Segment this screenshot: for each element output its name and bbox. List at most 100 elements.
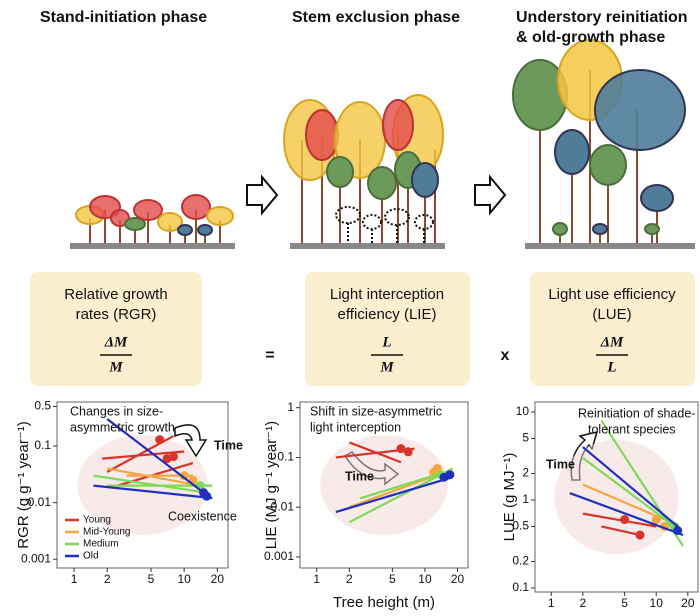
- annotation: Coexistence: [168, 509, 237, 523]
- old-growth-illustration: [512, 39, 695, 249]
- numerator: ΔM: [600, 334, 624, 350]
- legend-label: Young: [83, 515, 111, 526]
- x-tick-label: 2: [104, 572, 111, 586]
- x-tick-label: 20: [451, 572, 465, 586]
- y-tick-label: 2: [522, 466, 529, 480]
- regression-line: [335, 476, 453, 514]
- box-label: (LUE): [592, 306, 631, 323]
- x-tick-label: 1: [71, 572, 78, 586]
- y-tick-label: 0.01: [271, 499, 295, 513]
- x-tick-label: 10: [418, 572, 432, 586]
- x-tick-label: 5: [389, 572, 396, 586]
- x-tick-label: 10: [650, 596, 664, 610]
- regression-line: [106, 418, 205, 494]
- regression-line: [93, 474, 207, 494]
- background-cloud: [320, 435, 448, 535]
- data-point: [396, 444, 406, 454]
- data-point: [445, 470, 455, 480]
- legend-label: Mid-Young: [83, 527, 130, 538]
- legend-label: Old: [83, 551, 99, 562]
- denominator: L: [606, 359, 616, 375]
- operator: x: [501, 347, 510, 364]
- x-tick-label: 1: [313, 572, 320, 586]
- data-point: [202, 491, 212, 501]
- y-tick-label: 0.1: [512, 580, 529, 594]
- phase-title: & old-growth phase: [516, 29, 665, 46]
- denominator: M: [379, 359, 394, 375]
- annotation: asymmetric growth: [70, 420, 175, 434]
- x-tick-label: 20: [681, 596, 695, 610]
- x-tick-label: 10: [177, 572, 191, 586]
- plot-frame: [56, 401, 229, 569]
- y-axis-label: LUE (g MJ⁻¹): [501, 453, 518, 542]
- box-label: efficiency (LIE): [338, 306, 437, 323]
- box-label: Relative growth: [64, 286, 167, 303]
- equation-box: [305, 272, 470, 386]
- phase-title: Stem exclusion phase: [292, 9, 460, 26]
- time-arrow: [174, 424, 208, 458]
- data-point: [179, 471, 189, 481]
- y-tick-label: 0.2: [512, 554, 529, 568]
- phase-title: Stand-initiation phase: [40, 9, 207, 26]
- y-tick-label: 0.001: [21, 551, 51, 565]
- box-label: Light use efficiency: [548, 286, 676, 303]
- data-point: [673, 526, 683, 536]
- data-point: [403, 447, 413, 457]
- y-tick-label: 0.01: [28, 495, 52, 509]
- regression-line: [107, 467, 201, 487]
- plot-frame: [534, 401, 699, 593]
- regression-line: [569, 492, 684, 537]
- regression-line: [600, 419, 684, 547]
- y-tick-label: 0.5: [34, 399, 51, 413]
- numerator: L: [381, 334, 391, 350]
- box-label: rates (RGR): [76, 306, 157, 323]
- x-tick-label: 2: [580, 596, 587, 610]
- stand-initiation-illustration: [70, 194, 235, 249]
- data-point: [155, 435, 165, 445]
- y-axis-label: RGR (g g⁻¹ year⁻¹): [15, 421, 32, 549]
- regression-line: [582, 512, 657, 528]
- annotation: Time: [546, 457, 575, 471]
- regression-line: [582, 457, 676, 528]
- annotation: Changes in size-: [70, 404, 163, 418]
- regression-line: [348, 467, 454, 524]
- data-point: [169, 452, 179, 462]
- y-tick-label: 0.5: [512, 519, 529, 533]
- regression-line: [582, 446, 679, 528]
- y-axis-label: LIE (MJ g⁻¹ year⁻¹): [263, 421, 280, 549]
- y-tick-label: 0.1: [277, 450, 294, 464]
- legend-label: Medium: [83, 539, 119, 550]
- data-point: [651, 515, 661, 525]
- regression-line: [582, 483, 665, 521]
- y-tick-label: 0.1: [34, 438, 51, 452]
- annotation: Time: [214, 438, 243, 452]
- y-tick-label: 1: [287, 400, 294, 414]
- numerator: ΔM: [104, 334, 128, 350]
- x-tick-label: 1: [548, 596, 555, 610]
- annotation: light interception: [310, 420, 401, 434]
- y-tick-label: 1: [522, 492, 529, 506]
- regression-line: [359, 471, 445, 500]
- annotation: tolerant species: [588, 422, 676, 436]
- x-tick-label: 5: [621, 596, 628, 610]
- operator: =: [265, 347, 274, 364]
- x-tick-label: 2: [346, 572, 353, 586]
- annotation: Shift in size-asymmetric: [310, 404, 442, 418]
- phase-title: Understory reinitiation: [516, 9, 688, 26]
- phase-arrow: [246, 174, 279, 216]
- y-tick-label: 5: [522, 431, 529, 445]
- data-point: [635, 530, 645, 540]
- x-axis-label: Tree height (m): [333, 594, 435, 611]
- annotation: Time: [345, 469, 374, 483]
- data-point: [620, 515, 630, 525]
- regression-line: [93, 484, 213, 500]
- x-tick-label: 20: [211, 572, 225, 586]
- box-label: Light interception: [330, 286, 444, 303]
- y-tick-label: 0.001: [264, 549, 294, 563]
- x-tick-label: 5: [148, 572, 155, 586]
- annotation: Reinitiation of shade-: [578, 406, 695, 420]
- equation-box: [30, 272, 202, 386]
- equation-box: [530, 272, 695, 386]
- plot-frame: [299, 401, 469, 569]
